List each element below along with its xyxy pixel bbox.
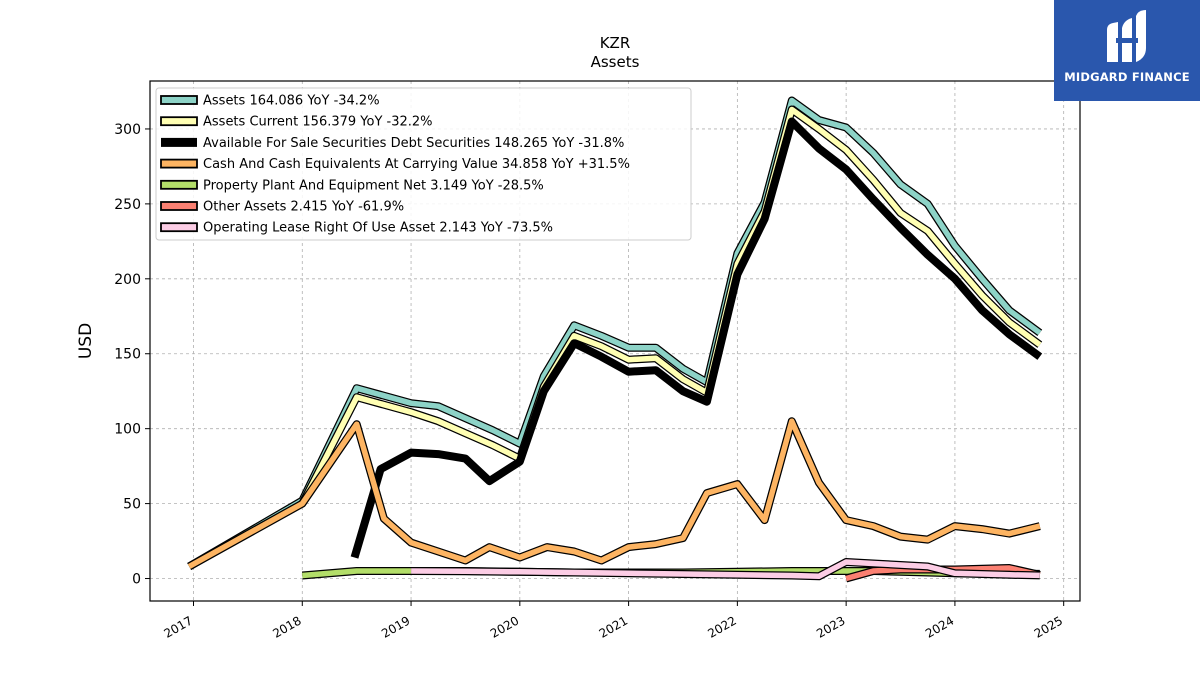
legend-label: Other Assets 2.415 YoY -61.9% [203, 200, 404, 215]
x-tick-label: 2023 [814, 613, 847, 640]
x-tick-label: 2017 [162, 613, 195, 640]
x-tick-label: 2022 [705, 613, 738, 640]
legend: Assets 164.086 YoY -34.2% Assets Current … [155, 87, 692, 241]
y-tick-label: 150 [114, 347, 141, 363]
legend-swatch [161, 137, 197, 147]
y-tick-label: 0 [132, 572, 141, 588]
legend-label: Cash And Cash Equivalents At Carrying Va… [203, 157, 630, 172]
series-line [187, 417, 1041, 570]
x-tick-label: 2018 [270, 613, 303, 640]
series-line-stroke [411, 559, 1040, 580]
legend-item: Cash And Cash Equivalents At Carrying Va… [160, 157, 630, 172]
series-line [350, 117, 1043, 559]
x-tick-label: 2020 [488, 613, 521, 640]
midgard-finance-logo: MIDGARD FINANCE [1054, 0, 1200, 101]
legend-swatch [160, 158, 198, 169]
legend-swatch [160, 201, 198, 211]
series-line [187, 96, 1043, 570]
series-lines [187, 96, 1043, 583]
series-line [298, 105, 1043, 506]
y-tick-label: 250 [114, 197, 141, 213]
legend-label: Operating Lease Right Of Use Asset 2.143… [203, 221, 553, 236]
series-line-stroke [299, 106, 1042, 505]
legend-label: Property Plant And Equipment Net 3.149 Y… [203, 178, 544, 193]
legend-swatch [160, 95, 198, 105]
legend-item: Assets Current 156.379 YoY -32.2% [160, 115, 433, 130]
series-line-stroke [187, 97, 1042, 569]
y-tick-label: 200 [114, 272, 141, 288]
chart-subtitle: Assets [591, 53, 640, 71]
logo-mark-icon [1107, 10, 1146, 62]
plot-frame [149, 80, 1081, 602]
legend-label: Assets Current 156.379 YoY -32.2% [203, 115, 433, 130]
legend-swatch [160, 116, 198, 127]
x-tick-label: 2019 [379, 613, 412, 640]
legend-item: Operating Lease Right Of Use Asset 2.143… [160, 221, 553, 236]
legend-swatch [160, 222, 198, 233]
series-line-stroke [350, 117, 1043, 559]
y-axis-label: USD [76, 323, 96, 359]
series-line-stroke [187, 418, 1041, 569]
x-tick-label: 2024 [923, 613, 956, 640]
y-tick-label: 100 [114, 422, 141, 438]
x-tick-label: 2021 [597, 613, 630, 640]
legend-label: Available For Sale Securities Debt Secur… [203, 136, 624, 151]
legend-item: Property Plant And Equipment Net 3.149 Y… [160, 178, 544, 193]
legend-item: Assets 164.086 YoY -34.2% [160, 94, 380, 109]
legend-label: Assets 164.086 YoY -34.2% [203, 94, 380, 109]
legend-item: Available For Sale Securities Debt Secur… [161, 136, 624, 151]
y-tick-label: 50 [123, 497, 141, 513]
legend-box [155, 87, 692, 241]
legend-item: Other Assets 2.415 YoY -61.9% [160, 200, 404, 215]
series-line [411, 558, 1040, 581]
series-line-outline [187, 417, 1041, 570]
y-tick-label: 300 [114, 122, 141, 138]
legend-swatch [160, 179, 198, 190]
x-tick-label: 2025 [1032, 613, 1065, 640]
logo-text: MIDGARD FINANCE [1064, 70, 1190, 84]
chart-title: KZR [600, 34, 631, 52]
